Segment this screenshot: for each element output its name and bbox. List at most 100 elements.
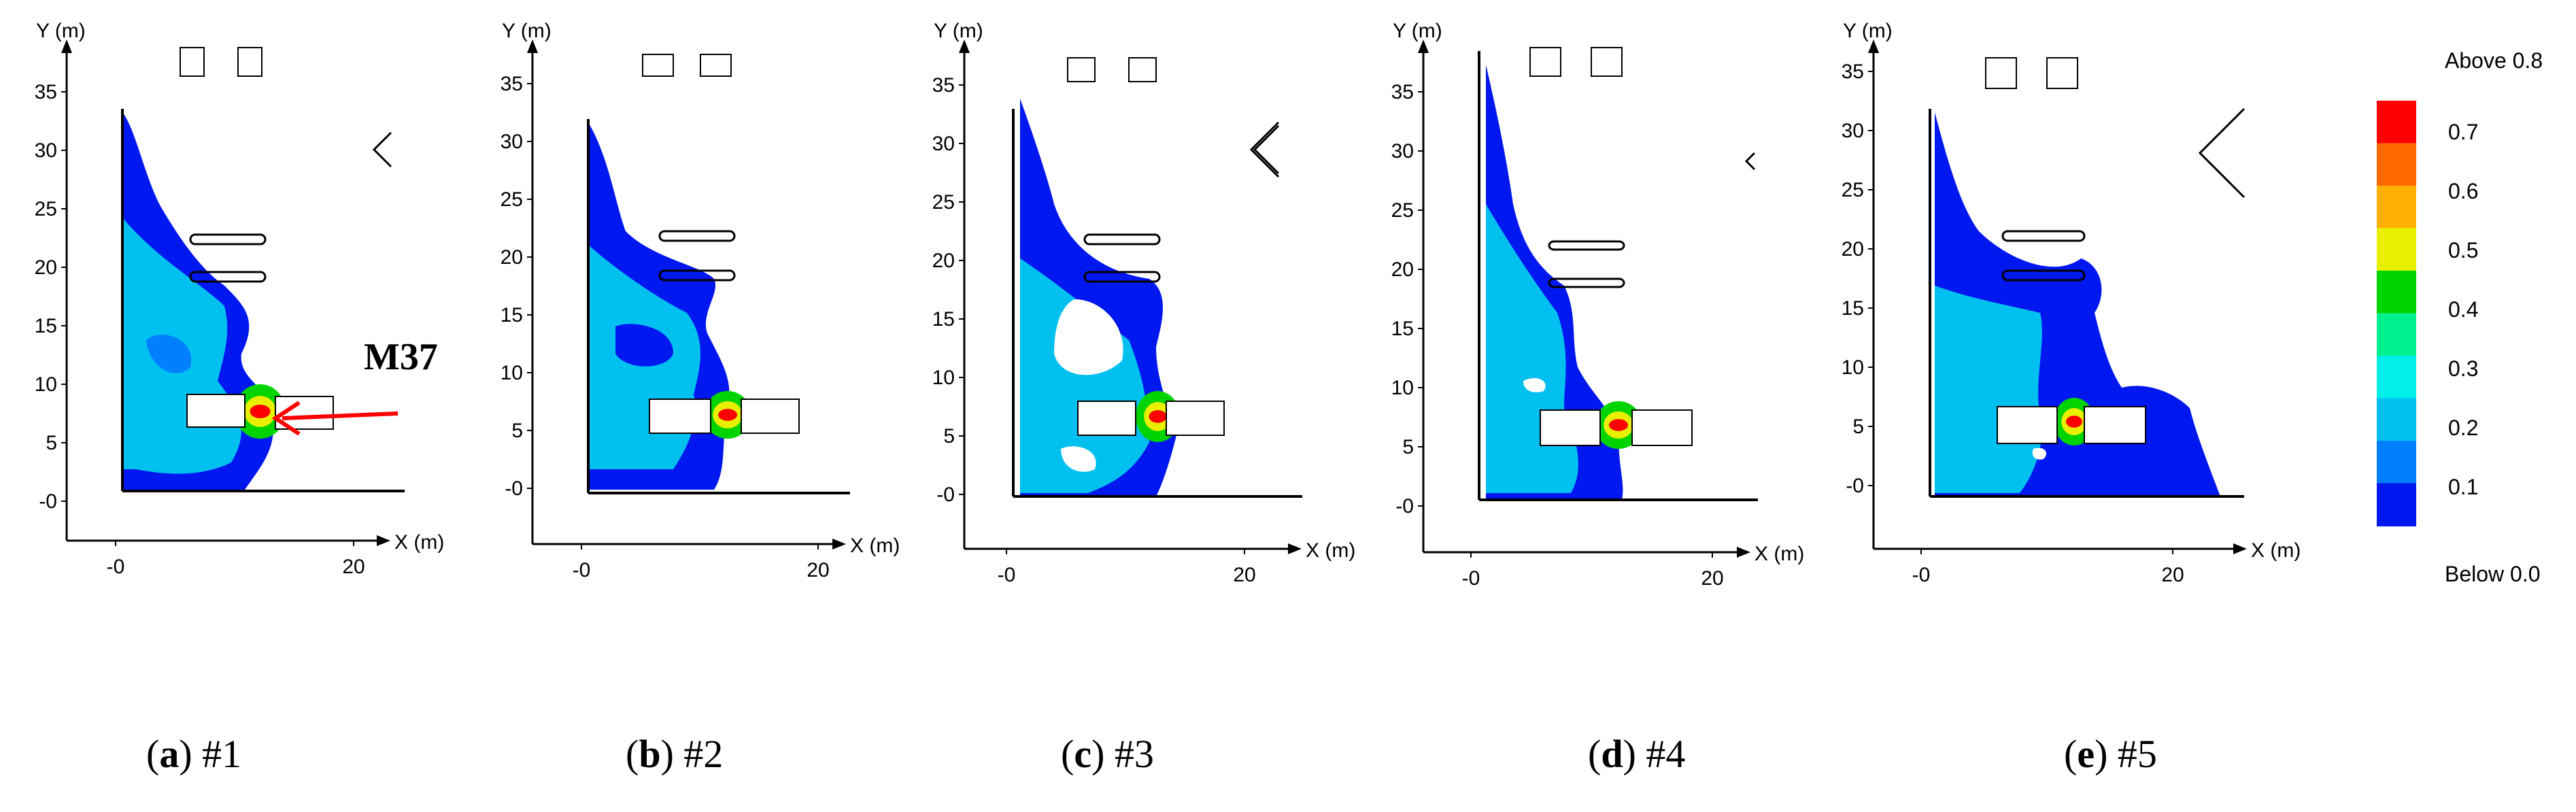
- y-tick-label: 25: [932, 191, 955, 214]
- panel-letter: c: [1074, 732, 1091, 776]
- y-tick-label: 15: [1842, 297, 1864, 320]
- building-outline: [237, 47, 262, 77]
- x-axis-arrow: [1288, 543, 1302, 554]
- y-tick-label: 20: [35, 256, 57, 279]
- building-block: [1077, 401, 1136, 436]
- building-slab: [189, 271, 267, 283]
- y-tick-label: 35: [501, 73, 523, 95]
- panel-e: Y (m) X (m) 35 30 25 20 15 10 5 -0 -0 20: [1842, 20, 2301, 586]
- panel-caption: (c) #3: [1061, 732, 1154, 776]
- y-tick-label: -0: [505, 477, 523, 500]
- y-tick-label: 15: [1391, 318, 1414, 340]
- wind-chevron-icon: [1744, 152, 1756, 171]
- y-tick-label: 5: [1402, 436, 1414, 458]
- panel-b: Y (m) X (m) 35 30 25 20 15 10 5 -0 -0 20: [501, 20, 1280, 581]
- y-tick-label: 35: [1391, 81, 1414, 103]
- x-axis-arrow: [1737, 547, 1750, 558]
- building-slab: [658, 269, 736, 282]
- building-block: [186, 394, 245, 428]
- y-tick-label: 30: [35, 139, 57, 162]
- legend-bottom-label: Below 0.0: [2445, 562, 2541, 586]
- building-block: [741, 399, 800, 434]
- x-tick-label: 20: [1233, 564, 1255, 586]
- y-tick-label: 20: [932, 250, 955, 272]
- building-outline: [180, 47, 205, 77]
- building-slab: [2001, 230, 2086, 242]
- building-slab: [1548, 240, 1625, 251]
- y-axis-arrow: [527, 39, 538, 53]
- x-axis-label: X (m): [1306, 539, 1355, 562]
- panel-letter: a: [159, 732, 179, 776]
- legend-level-label: 0.2: [2448, 416, 2478, 440]
- building-block: [2084, 406, 2146, 444]
- building-slab: [2001, 269, 2086, 282]
- building-block: [1631, 409, 1693, 446]
- y-tick-label: 20: [501, 246, 523, 269]
- contour-peak: [1149, 410, 1167, 423]
- x-tick-label: 20: [807, 559, 829, 581]
- y-tick-label: 5: [1852, 416, 1864, 438]
- x-axis-arrow: [832, 539, 846, 549]
- y-tick-label: 10: [1391, 377, 1414, 399]
- panel-letter: b: [639, 732, 660, 776]
- y-tick-label: 25: [1391, 199, 1414, 222]
- legend-level-label: 0.6: [2448, 179, 2478, 203]
- x-axis-arrow: [2233, 543, 2247, 554]
- y-axis-label: Y (m): [934, 20, 983, 42]
- y-tick-label: -0: [1846, 475, 1864, 497]
- wind-chevron-icon: [2198, 107, 2245, 199]
- panel-letter: d: [1601, 732, 1623, 776]
- colorbar-segment: [2377, 271, 2416, 314]
- contour-peak: [718, 409, 737, 421]
- y-tick-label: 15: [501, 304, 523, 326]
- colorbar-segment: [2377, 313, 2416, 356]
- x-axis-label: X (m): [850, 535, 900, 557]
- legend-level-label: 0.7: [2448, 120, 2478, 144]
- colorbar-segment: [2377, 441, 2416, 484]
- building-slab: [189, 233, 267, 246]
- y-tick-label: 10: [1842, 356, 1864, 379]
- building-outline: [1591, 47, 1623, 77]
- building-block: [1997, 406, 2058, 444]
- y-tick-label: 35: [1842, 61, 1864, 83]
- colorbar-segment: [2377, 398, 2416, 441]
- building-outline: [1128, 57, 1157, 82]
- contour-blob: [146, 335, 192, 373]
- y-tick-label: 15: [35, 315, 57, 337]
- legend-level-label: 0.1: [2448, 475, 2478, 499]
- y-axis-label: Y (m): [502, 20, 552, 42]
- contour-blob: [1061, 446, 1096, 472]
- panel-c: Y (m) X (m) 35 30 25 20 15 10 5 -0 -0 20: [932, 20, 1356, 586]
- x-axis-label: X (m): [394, 531, 444, 554]
- y-tick-label: 30: [501, 131, 523, 153]
- contour-peak: [1609, 419, 1628, 431]
- colorbar-segment: [2377, 186, 2416, 229]
- y-tick-label: -0: [1395, 495, 1414, 518]
- x-tick-label: -0: [1462, 567, 1480, 590]
- x-tick-label: -0: [107, 556, 125, 578]
- y-axis-label: Y (m): [36, 20, 86, 42]
- y-axis-arrow: [61, 39, 72, 53]
- building-outline: [642, 54, 674, 77]
- contour-blob: [615, 324, 673, 367]
- annotation-arrow: [282, 411, 399, 420]
- panel-caption: (e) #5: [2064, 732, 2157, 776]
- legend-level-label: 0.5: [2448, 238, 2478, 263]
- y-axis-arrow: [1418, 39, 1429, 53]
- contour-blob: [1523, 377, 1546, 392]
- y-axis-arrow: [959, 39, 970, 53]
- y-tick-label: -0: [936, 484, 955, 506]
- building-slab: [1083, 271, 1161, 283]
- building-slab: [1083, 233, 1161, 246]
- x-axis-label: X (m): [1755, 543, 1804, 565]
- y-tick-label: -0: [39, 490, 57, 513]
- y-tick-label: 30: [1391, 140, 1414, 163]
- y-tick-label: 10: [932, 367, 955, 389]
- wind-chevron-icon: [1253, 124, 1280, 175]
- x-tick-label: -0: [998, 564, 1016, 586]
- contour-blob: [1054, 299, 1123, 375]
- y-tick-label: 30: [1842, 120, 1864, 142]
- contour-mid: [1486, 204, 1578, 493]
- panel-caption: (a) #1: [146, 732, 241, 776]
